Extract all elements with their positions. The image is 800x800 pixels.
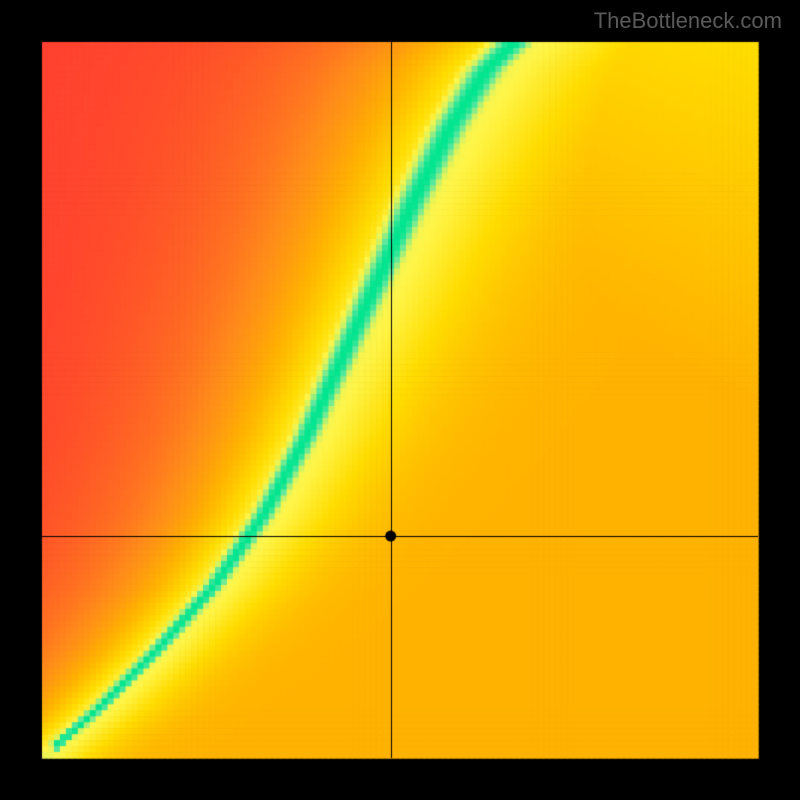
watermark-text: TheBottleneck.com xyxy=(594,8,782,34)
chart-container: TheBottleneck.com xyxy=(0,0,800,800)
heatmap-canvas xyxy=(0,0,800,800)
